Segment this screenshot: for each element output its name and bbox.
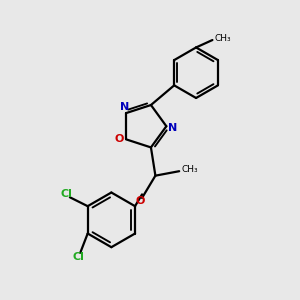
Text: O: O: [115, 134, 124, 144]
Text: Cl: Cl: [60, 189, 72, 199]
Text: CH₃: CH₃: [182, 165, 198, 174]
Text: Cl: Cl: [73, 252, 85, 262]
Text: CH₃: CH₃: [215, 34, 231, 43]
Text: N: N: [168, 123, 178, 133]
Text: N: N: [120, 102, 129, 112]
Text: O: O: [136, 196, 145, 206]
